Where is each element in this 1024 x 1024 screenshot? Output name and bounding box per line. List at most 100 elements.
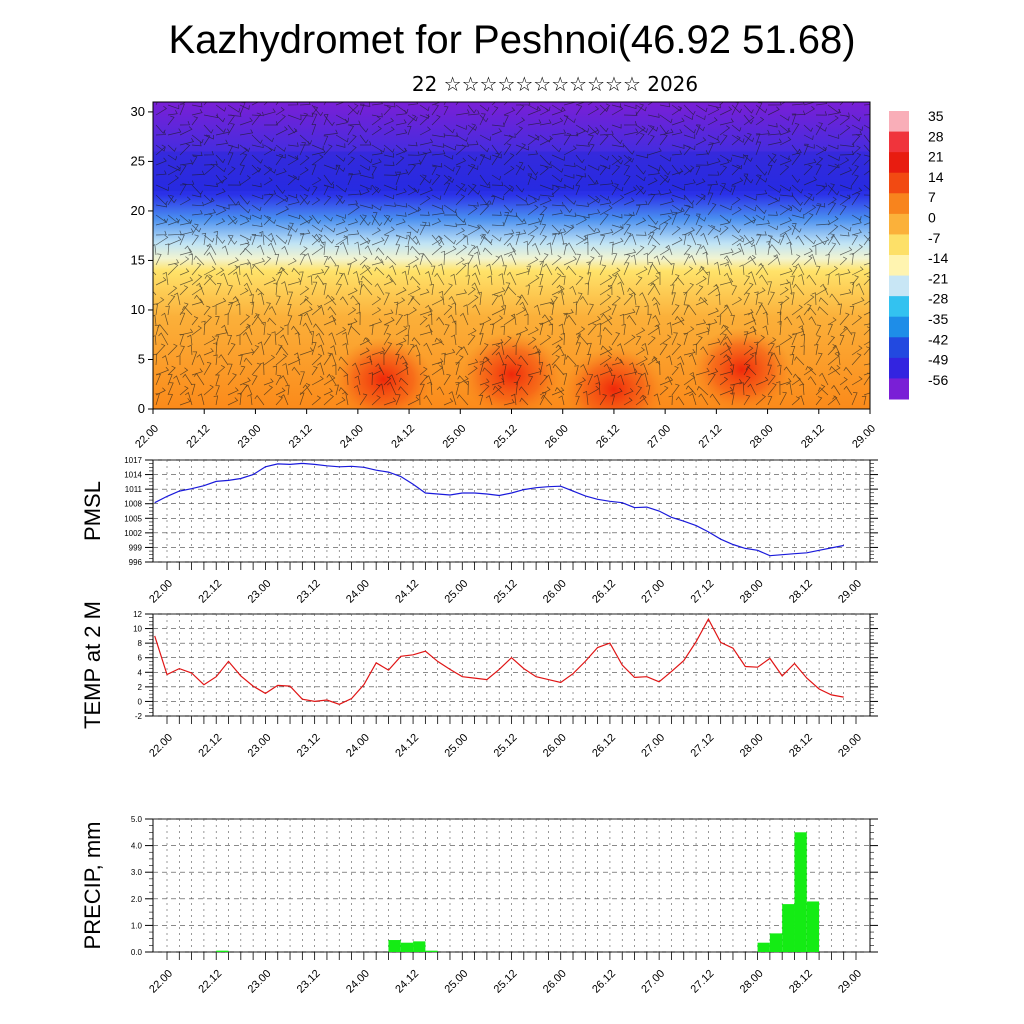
wind-barb	[191, 151, 203, 156]
wind-barb	[551, 209, 563, 216]
wind-barb	[215, 104, 227, 112]
wind-barb	[607, 284, 613, 296]
wind-barb	[587, 224, 597, 233]
wind-barb	[215, 267, 225, 276]
wind-barb	[791, 204, 802, 213]
wind-barb	[575, 342, 581, 356]
wind-barb	[671, 207, 685, 216]
wind-barb	[155, 194, 168, 206]
wind-barb	[371, 296, 382, 306]
wind-barb	[610, 395, 615, 406]
wind-barb	[743, 275, 751, 286]
wind-barb	[191, 109, 203, 116]
wind-barb	[707, 171, 720, 176]
wind-barb	[347, 104, 360, 115]
wind-barb	[190, 383, 196, 396]
wind-barb	[215, 297, 227, 306]
wind-barb	[335, 227, 349, 236]
wind-barb	[743, 254, 757, 266]
wind-barb	[221, 324, 229, 336]
wind-barb	[431, 149, 446, 156]
wind-barb	[371, 166, 377, 176]
wind-barb	[558, 395, 565, 406]
wind-barb	[803, 106, 815, 116]
wind-barb	[827, 183, 835, 196]
wind-barb	[863, 204, 870, 210]
wind-barb	[498, 294, 505, 306]
wind-barb	[767, 382, 777, 396]
wind-barb	[601, 313, 613, 326]
wind-barb	[410, 296, 421, 306]
wind-barb	[299, 215, 313, 226]
wind-barb	[311, 197, 321, 206]
wind-barb	[482, 367, 493, 376]
wind-barb	[647, 134, 655, 146]
wind-barb	[762, 325, 769, 336]
wind-barb	[227, 285, 233, 296]
wind-barb	[342, 331, 349, 346]
wind-barb	[395, 337, 407, 346]
wind-barb	[590, 246, 601, 256]
wind-barb	[635, 373, 643, 386]
wind-barb	[599, 354, 612, 366]
wind-barb	[503, 165, 515, 176]
precip-bar	[413, 941, 426, 952]
wind-barb	[599, 124, 609, 133]
wind-barb	[395, 234, 408, 240]
wind-barb	[155, 157, 167, 166]
wind-barb	[683, 244, 692, 256]
wind-barb	[479, 144, 490, 153]
wind-barb	[281, 281, 289, 296]
x-tick-label: 23.00	[236, 423, 264, 451]
wind-barb	[491, 305, 505, 316]
x-tick-label: 27.12	[689, 732, 717, 760]
wind-barb	[423, 342, 433, 356]
x-tick-label: 27.12	[689, 968, 717, 996]
wind-barb	[683, 164, 693, 173]
wind-barb	[715, 293, 721, 306]
wind-barb	[731, 378, 743, 386]
wind-barb	[259, 362, 265, 376]
wind-barb	[263, 354, 276, 366]
wind-barb	[527, 256, 539, 266]
wind-barb	[539, 119, 552, 126]
wind-barb	[795, 263, 805, 276]
wind-barb	[502, 265, 507, 276]
wind-barb	[155, 234, 169, 246]
wind-barb	[407, 187, 418, 196]
wind-barb	[843, 366, 853, 376]
wind-barb	[515, 231, 521, 246]
wind-barb	[263, 333, 272, 346]
wind-barb	[796, 315, 805, 326]
wind-barb	[443, 154, 454, 160]
wind-barb	[467, 327, 477, 336]
wind-barb	[359, 214, 371, 226]
wind-barb	[527, 375, 534, 386]
wind-barb	[179, 143, 191, 156]
wind-barb	[203, 208, 216, 216]
wind-barb	[311, 233, 323, 246]
wind-barb	[767, 138, 782, 146]
wind-barb	[371, 184, 381, 194]
wind-barb	[455, 289, 467, 296]
wind-barb	[167, 144, 177, 152]
wind-barb	[779, 102, 786, 106]
wind-barb	[167, 214, 180, 224]
wind-barb	[671, 194, 686, 200]
wind-barb	[527, 119, 542, 126]
wind-barb	[743, 364, 751, 376]
wind-barb	[863, 392, 870, 396]
wind-barb	[779, 184, 791, 192]
wind-barb	[359, 393, 368, 406]
wind-barb	[807, 376, 817, 386]
wind-barb	[786, 382, 793, 396]
wind-barb	[191, 298, 204, 306]
wind-barb	[403, 313, 409, 326]
x-tick-label: 27.00	[639, 732, 667, 760]
wind-barb	[813, 344, 819, 356]
wind-barb	[506, 286, 517, 296]
wind-barb	[503, 107, 516, 116]
wind-barb	[179, 276, 194, 286]
wind-barb	[430, 265, 436, 276]
wind-barb	[167, 343, 178, 356]
